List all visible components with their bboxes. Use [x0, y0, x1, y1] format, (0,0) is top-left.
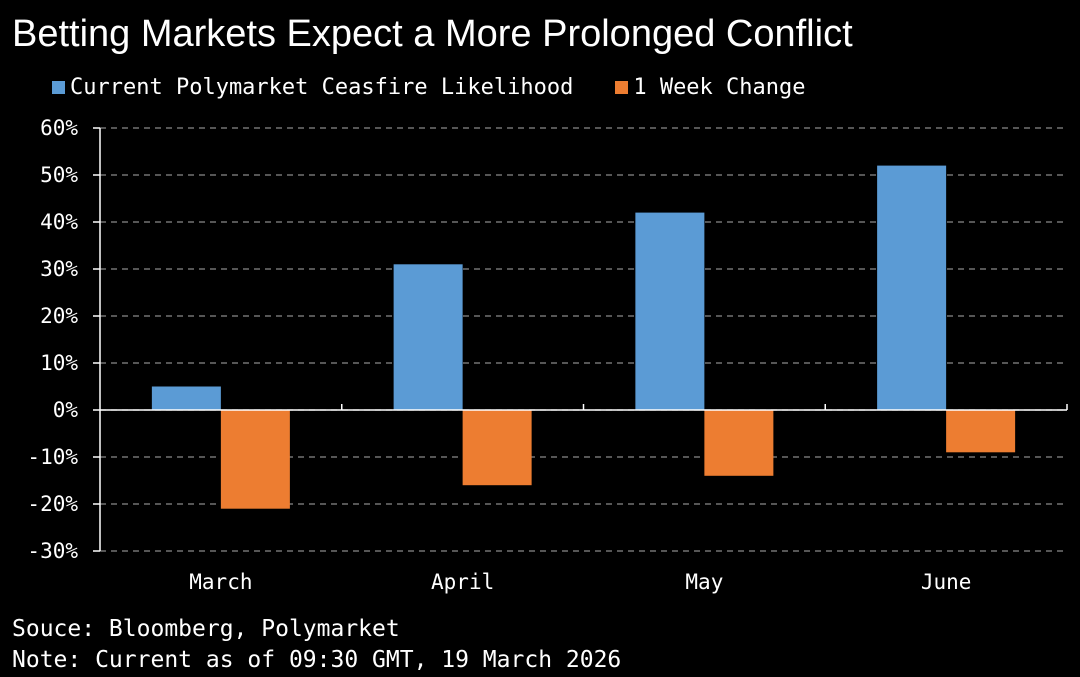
legend-label-change: 1 Week Change: [633, 74, 806, 100]
y-tick-label: 10%: [40, 351, 78, 375]
y-tick-label: 30%: [40, 257, 78, 281]
y-tick-label: -20%: [27, 492, 78, 516]
bar-change: [220, 410, 290, 509]
legend-swatch-current: [52, 80, 65, 94]
legend-swatch-change: [615, 80, 629, 94]
y-tick-label: 40%: [40, 210, 78, 234]
y-tick-label: -30%: [27, 539, 78, 563]
y-tick-label: 60%: [40, 116, 78, 140]
bar-current: [635, 212, 705, 410]
x-tick-label: March: [189, 570, 252, 594]
chart-legend: Current Polymarket Ceasfire Likelihood 1…: [52, 72, 848, 102]
bar-change: [946, 410, 1016, 453]
chart-footer: Souce: Bloomberg, Polymarket Note: Curre…: [12, 614, 621, 676]
bar-change: [462, 410, 532, 486]
y-tick-label: 50%: [40, 163, 78, 187]
y-tick-label: 0%: [53, 398, 79, 422]
bar-current: [151, 386, 221, 410]
x-tick-label: May: [685, 570, 723, 594]
bar-change: [704, 410, 774, 476]
bar-current: [877, 165, 947, 410]
legend-item-change: 1 Week Change: [615, 74, 806, 100]
y-tick-label: -10%: [27, 445, 78, 469]
y-tick-label: 20%: [40, 304, 78, 328]
timestamp-note: Note: Current as of 09:30 GMT, 19 March …: [12, 647, 622, 673]
x-tick-label: April: [431, 570, 494, 594]
legend-item-current: Current Polymarket Ceasfire Likelihood: [52, 75, 573, 100]
source-note: Souce: Bloomberg, Polymarket: [12, 616, 400, 642]
bar-current: [393, 264, 463, 410]
x-tick-label: June: [921, 570, 972, 594]
chart-title: Betting Markets Expect a More Prolonged …: [12, 13, 853, 55]
legend-label-current: Current Polymarket Ceasfire Likelihood: [70, 74, 574, 100]
